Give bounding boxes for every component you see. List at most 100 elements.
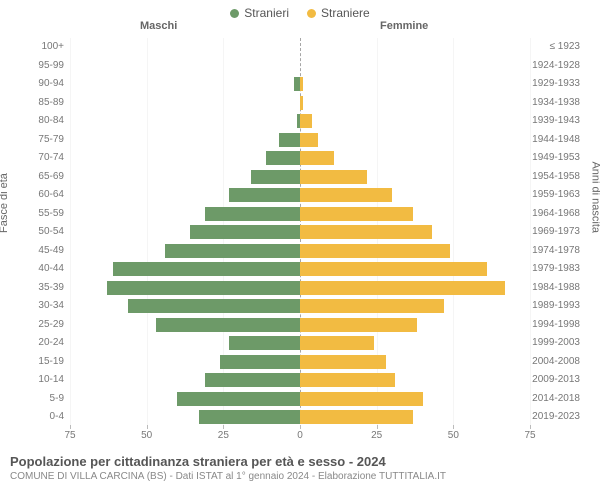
year-label: 1994-1998 — [532, 319, 580, 330]
bar-female — [300, 336, 374, 350]
bar-rows: 100+≤ 1923 95-99 1924-1928 90-94 1929-1933 85… — [0, 38, 600, 428]
column-headers: Maschi Femmine — [0, 20, 600, 36]
age-label: 30-34 — [28, 300, 64, 311]
x-tick-mark — [223, 425, 224, 429]
table-row: 20-24 1999-2003 — [0, 334, 600, 353]
bar-female — [300, 281, 505, 295]
bar-female — [300, 262, 487, 276]
table-row: 0-42019-2023 — [0, 408, 600, 427]
legend-swatch-male — [230, 9, 239, 18]
bar-female — [300, 133, 318, 147]
age-label: 5-9 — [28, 393, 64, 404]
bar-male — [128, 299, 300, 313]
year-label: 2014-2018 — [532, 393, 580, 404]
x-tick-mark — [377, 425, 378, 429]
age-label: 60-64 — [28, 189, 64, 200]
bar-male — [205, 207, 300, 221]
bar-male — [199, 410, 300, 424]
year-label: 1949-1953 — [532, 152, 580, 163]
x-tick-label: 50 — [448, 430, 459, 441]
bar-male — [107, 281, 300, 295]
age-label: 25-29 — [28, 319, 64, 330]
table-row: 45-49 1974-1978 — [0, 242, 600, 261]
year-label: 1964-1968 — [532, 208, 580, 219]
year-label: 1984-1988 — [532, 282, 580, 293]
year-label: 1959-1963 — [532, 189, 580, 200]
bar-male — [279, 133, 300, 147]
plot-area: Fasce di età Anni di nascita 100+≤ 19239… — [0, 38, 600, 428]
year-label: 2019-2023 — [532, 411, 580, 422]
age-label: 95-99 — [28, 60, 64, 71]
table-row: 25-29 1994-1998 — [0, 316, 600, 335]
bar-female — [300, 318, 417, 332]
legend-item-male: Stranieri — [230, 6, 289, 20]
legend-label-female: Straniere — [321, 6, 370, 20]
table-row: 10-142009-2013 — [0, 371, 600, 390]
table-row: 15-192004-2008 — [0, 353, 600, 372]
bar-female — [300, 225, 432, 239]
table-row: 100+≤ 1923 — [0, 38, 600, 57]
chart-title: Popolazione per cittadinanza straniera p… — [10, 454, 590, 469]
x-tick-label: 50 — [141, 430, 152, 441]
bar-female — [300, 207, 413, 221]
table-row: 40-44 1979-1983 — [0, 260, 600, 279]
age-label: 40-44 — [28, 263, 64, 274]
age-label: 55-59 — [28, 208, 64, 219]
bar-female — [300, 188, 392, 202]
year-label: 1934-1938 — [532, 97, 580, 108]
year-label: 1999-2003 — [532, 337, 580, 348]
bar-female — [300, 151, 334, 165]
age-label: 70-74 — [28, 152, 64, 163]
table-row: 95-99 1924-1928 — [0, 57, 600, 76]
bar-female — [300, 114, 312, 128]
year-label: 2009-2013 — [532, 374, 580, 385]
bar-female — [300, 299, 444, 313]
bar-female — [300, 392, 423, 406]
table-row: 85-89 1934-1938 — [0, 94, 600, 113]
table-row: 75-791944-1948 — [0, 131, 600, 150]
bar-male — [251, 170, 300, 184]
year-label: 1969-1973 — [532, 226, 580, 237]
bar-male — [177, 392, 300, 406]
bar-male — [229, 336, 300, 350]
age-label: 100+ — [28, 41, 64, 52]
age-label: 50-54 — [28, 226, 64, 237]
bar-male — [165, 244, 300, 258]
legend-item-female: Straniere — [307, 6, 370, 20]
age-label: 80-84 — [28, 115, 64, 126]
table-row: 90-94 1929-1933 — [0, 75, 600, 94]
bar-female — [300, 170, 367, 184]
bar-male — [220, 355, 300, 369]
year-label: 1989-1993 — [532, 300, 580, 311]
year-label: 1944-1948 — [532, 134, 580, 145]
age-label: 45-49 — [28, 245, 64, 256]
age-label: 85-89 — [28, 97, 64, 108]
x-tick-mark — [147, 425, 148, 429]
bar-female — [300, 96, 303, 110]
year-label: 1979-1983 — [532, 263, 580, 274]
age-label: 20-24 — [28, 337, 64, 348]
table-row: 50-54 1969-1973 — [0, 223, 600, 242]
table-row: 70-74 1949-1953 — [0, 149, 600, 168]
table-row: 80-84 1939-1943 — [0, 112, 600, 131]
x-tick-mark — [300, 425, 301, 429]
chart-footer: Popolazione per cittadinanza straniera p… — [0, 446, 600, 482]
bar-male — [266, 151, 300, 165]
year-label: 1939-1943 — [532, 115, 580, 126]
bar-male — [190, 225, 300, 239]
year-label: 1929-1933 — [532, 78, 580, 89]
legend-swatch-female — [307, 9, 316, 18]
bar-female — [300, 410, 413, 424]
x-tick-mark — [70, 425, 71, 429]
year-label: 1924-1928 — [532, 60, 580, 71]
chart-subtitle: COMUNE DI VILLA CARCINA (BS) - Dati ISTA… — [10, 471, 590, 482]
age-label: 90-94 — [28, 78, 64, 89]
x-tick-label: 0 — [297, 430, 303, 441]
year-label: 1974-1978 — [532, 245, 580, 256]
col-header-male: Maschi — [140, 20, 177, 32]
bar-male — [113, 262, 300, 276]
table-row: 30-34 1989-1993 — [0, 297, 600, 316]
bar-male — [205, 373, 300, 387]
table-row: 35-391984-1988 — [0, 279, 600, 298]
table-row: 60-64 1959-1963 — [0, 186, 600, 205]
